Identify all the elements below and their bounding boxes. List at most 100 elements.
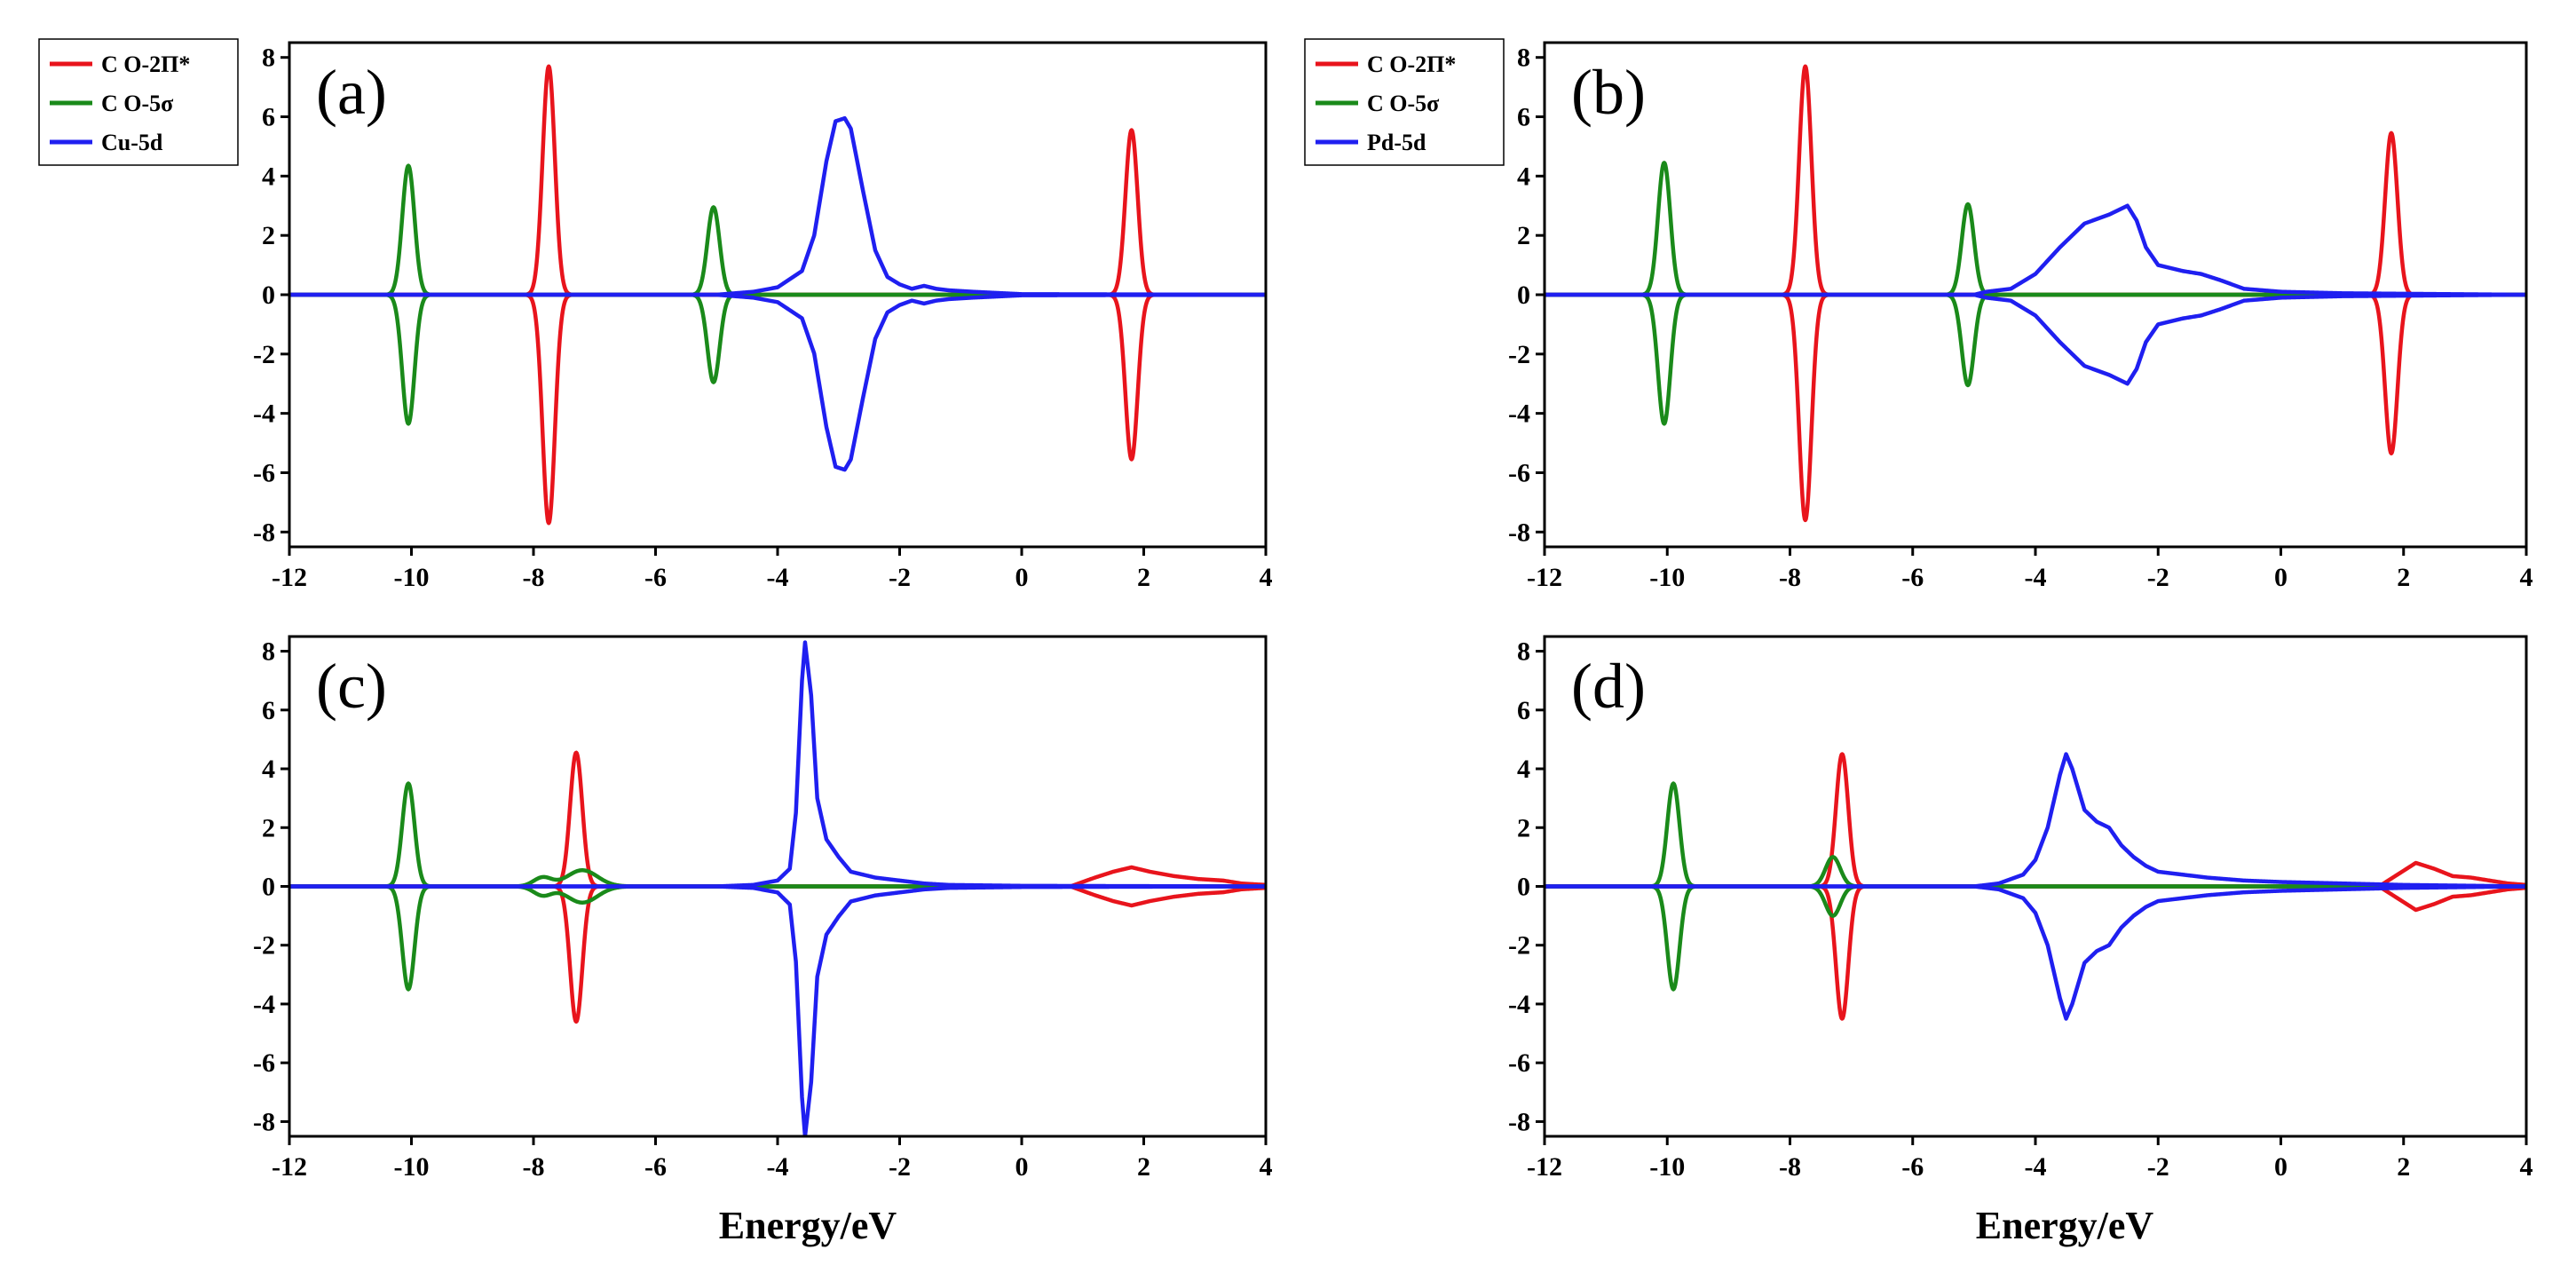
panels-group: -12 -10 -8 -6 -4 -2 0 2 4 -8 -6 -4 -2 0 2 4 6 8 (a) C O-2Π*…	[38, 38, 2533, 1182]
legend-entry: C O-2Π*	[1367, 51, 1456, 77]
x-tick-label: -8	[523, 563, 545, 592]
panel-label: (b)	[1571, 57, 1646, 128]
y-tick-label: -4	[1508, 990, 1530, 1019]
series-group	[1545, 752, 2526, 1021]
x-tick-label: -12	[272, 1152, 307, 1182]
x-tick-label: -10	[394, 1152, 430, 1182]
y-tick-label: -2	[253, 340, 275, 369]
y-tick-label: 8	[1517, 43, 1530, 73]
chart-panel: -12 -10 -8 -6 -4 -2 0 2 4 -8 -6 -4 -2 0 2 4 6 8 (a) C O-2Π*…	[38, 38, 1273, 592]
series-line-down-blue	[1545, 884, 2526, 1021]
x-tick-label: -10	[1649, 1152, 1685, 1182]
x-tick-label: 4	[1260, 563, 1273, 592]
y-tick-label: 8	[262, 43, 275, 73]
y-tick-label: 8	[262, 637, 275, 667]
x-tick-label: 0	[1015, 1152, 1029, 1182]
x-tick-label: -2	[2147, 563, 2169, 592]
y-tick-label: 0	[1517, 873, 1530, 902]
y-tick-label: 4	[1517, 162, 1530, 191]
legend-entry: C O-5σ	[101, 91, 173, 116]
x-tick-label: -10	[1649, 563, 1685, 592]
y-tick-label: -8	[1508, 1107, 1530, 1136]
y-tick-label: -2	[1508, 340, 1530, 369]
x-tick-label: 4	[2520, 1152, 2533, 1182]
legend: C O-2Π* C O-5σ Pd-5d	[1304, 38, 1505, 166]
y-tick-label: -2	[253, 931, 275, 961]
legend-entry: C O-2Π*	[101, 51, 190, 77]
x-tick-label: 4	[1260, 1152, 1273, 1182]
x-axis-label-left: Energy/eV	[719, 1204, 897, 1247]
x-tick-label: -8	[1779, 1152, 1801, 1182]
y-tick-label: -4	[253, 399, 275, 429]
x-tick-label: -2	[2147, 1152, 2169, 1182]
legend-entry: C O-5σ	[1367, 91, 1439, 116]
y-tick-label: 0	[1517, 281, 1530, 310]
x-tick-label: -12	[1527, 1152, 1562, 1182]
x-tick-label: -6	[644, 1152, 667, 1182]
x-tick-label: 4	[2520, 563, 2533, 592]
x-tick-label: -8	[523, 1152, 545, 1182]
y-tick-label: 8	[1517, 637, 1530, 667]
y-tick-label: -8	[253, 1107, 275, 1136]
legend-entry: Cu-5d	[101, 130, 163, 155]
series-group	[289, 64, 1266, 526]
y-tick-label: 6	[262, 696, 275, 725]
y-tick-label: 2	[262, 813, 275, 842]
series-line-down-blue	[289, 884, 1266, 1136]
x-tick-label: -4	[2025, 563, 2047, 592]
legend-entry: Pd-5d	[1367, 130, 1426, 155]
y-tick-label: -8	[253, 518, 275, 547]
x-tick-label: -4	[767, 1152, 789, 1182]
y-tick-label: 2	[1517, 813, 1530, 842]
panel-label: (d)	[1571, 651, 1646, 722]
x-tick-label: 2	[1137, 1152, 1150, 1182]
x-tick-label: -12	[1527, 563, 1562, 592]
x-tick-label: -4	[2025, 1152, 2047, 1182]
x-tick-label: 0	[2274, 1152, 2288, 1182]
legend: C O-2Π* C O-5σ Cu-5d	[38, 38, 239, 166]
y-tick-label: -6	[1508, 458, 1530, 487]
panel-label: (c)	[316, 651, 387, 722]
x-tick-label: -2	[889, 1152, 911, 1182]
y-tick-label: -4	[253, 990, 275, 1019]
x-tick-label: -4	[767, 563, 789, 592]
y-tick-label: 4	[262, 162, 275, 191]
chart-panel: -12 -10 -8 -6 -4 -2 0 2 4 -8 -6 -4 -2 0 2 4 6 8 (c)	[253, 635, 1273, 1182]
x-tick-label: 2	[1137, 563, 1150, 592]
x-tick-label: 2	[2397, 563, 2410, 592]
y-tick-label: 6	[1517, 103, 1530, 132]
y-tick-label: 4	[1517, 755, 1530, 784]
x-tick-label: -2	[889, 563, 911, 592]
chart-panel: -12 -10 -8 -6 -4 -2 0 2 4 -8 -6 -4 -2 0 2 4 6 8 (d)	[1508, 635, 2533, 1182]
panel-label: (a)	[316, 57, 387, 128]
series-group	[1545, 64, 2526, 523]
y-tick-label: -6	[253, 1048, 275, 1078]
series-line-down-blue	[289, 292, 1266, 472]
y-tick-label: -8	[1508, 518, 1530, 547]
y-tick-label: -6	[1508, 1048, 1530, 1078]
y-tick-label: 6	[262, 103, 275, 132]
x-tick-label: 0	[1015, 563, 1029, 592]
x-tick-label: -8	[1779, 563, 1801, 592]
x-tick-label: -6	[1901, 563, 1924, 592]
y-tick-label: -2	[1508, 931, 1530, 961]
series-group	[289, 640, 1266, 1136]
y-tick-label: 6	[1517, 696, 1530, 725]
series-line-down-blue	[1545, 292, 2526, 386]
y-tick-label: 0	[262, 873, 275, 902]
y-tick-label: 4	[262, 755, 275, 784]
x-tick-label: -10	[394, 563, 430, 592]
x-tick-label: -6	[644, 563, 667, 592]
y-tick-label: 0	[262, 281, 275, 310]
x-tick-label: 2	[2397, 1152, 2410, 1182]
chart-panel: -12 -10 -8 -6 -4 -2 0 2 4 -8 -6 -4 -2 0 2 4 6 8 (b) C O-2Π*…	[1304, 38, 2533, 592]
x-tick-label: 0	[2274, 563, 2288, 592]
x-tick-label: -6	[1901, 1152, 1924, 1182]
y-tick-label: 2	[1517, 221, 1530, 250]
x-axis-label-right: Energy/eV	[1976, 1204, 2154, 1247]
y-tick-label: -6	[253, 458, 275, 487]
x-tick-label: -12	[272, 563, 307, 592]
y-tick-label: -4	[1508, 399, 1530, 429]
